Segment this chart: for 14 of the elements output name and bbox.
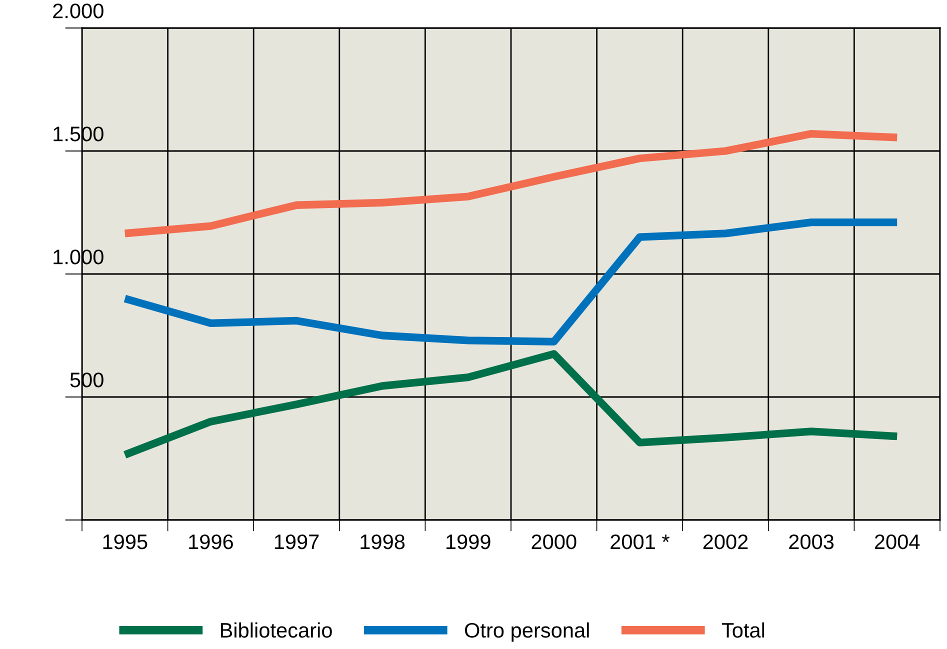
x-tick-label: 2001 * (610, 534, 670, 550)
x-tick-label: 1998 (360, 534, 405, 550)
x-tick-label: 2003 (789, 534, 834, 550)
legend-label: Bibliotecario (220, 622, 332, 638)
legend-label: Total (722, 622, 764, 638)
x-tick-label: 2000 (532, 534, 576, 550)
x-tick-label: 2004 (874, 534, 920, 550)
x-tick-label: 1999 (446, 534, 490, 550)
x-tick-label: 1997 (274, 534, 319, 550)
legend-label: Otro personal (464, 622, 589, 642)
x-tick-label: 1995 (103, 534, 148, 550)
y-tick-label: 2.000 (53, 4, 104, 18)
x-tick-label: 2002 (703, 534, 748, 550)
x-tick-label: 1996 (189, 534, 233, 550)
